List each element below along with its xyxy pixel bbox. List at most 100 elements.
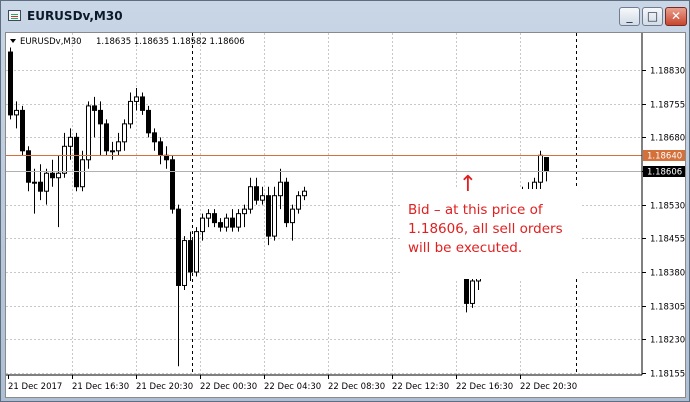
candle-body-up — [122, 123, 127, 143]
maximize-button[interactable]: □ — [642, 7, 663, 26]
candle — [544, 157, 549, 182]
price-tick-label: 1.18755 — [650, 101, 685, 111]
chart-area[interactable]: ↑ Bid – at this price of 1.18606, all se… — [5, 32, 686, 398]
candle — [98, 101, 103, 156]
price-axis — [6, 33, 643, 376]
candle — [152, 128, 157, 151]
candle — [242, 204, 247, 228]
annotation-arrow: ↑ — [459, 172, 477, 197]
candle-body-down — [188, 240, 193, 273]
candle-body-up — [194, 231, 199, 273]
candle — [146, 105, 151, 138]
candle — [8, 47, 13, 120]
candle-body-up — [200, 217, 205, 233]
candle-body-down — [170, 159, 175, 210]
candle-body-down — [20, 109, 25, 152]
candle — [26, 146, 31, 192]
minimize-button[interactable]: _ — [619, 7, 640, 26]
candle-body-up — [56, 172, 61, 179]
candle — [20, 105, 25, 156]
candle-body-up — [80, 159, 85, 188]
chart-header: EURUSDv,M30 1.18635 1.18635 1.18582 1.18… — [10, 37, 245, 47]
candle-body-up — [278, 181, 283, 197]
candle — [188, 231, 193, 281]
candle — [302, 186, 307, 201]
candle-body-up — [260, 195, 265, 201]
candle — [470, 276, 475, 308]
price-tick-label: 1.18455 — [650, 235, 685, 245]
candle-body-up — [290, 208, 295, 224]
candle — [104, 119, 109, 156]
annotation-line-1: Bid – at this price of — [408, 202, 544, 218]
candle — [158, 137, 163, 165]
candle-body-down — [26, 150, 31, 183]
time-tick-label: 21 Dec 20:30 — [136, 382, 193, 392]
candle-body-up — [182, 240, 187, 286]
candle — [206, 209, 211, 228]
annotation-background — [402, 189, 580, 279]
candle-body-up — [248, 186, 253, 210]
candle-body-down — [266, 195, 271, 237]
candle-body-up — [236, 213, 241, 228]
candle-body-up — [110, 150, 115, 153]
candle-body-up — [32, 181, 37, 184]
candle-body-down — [146, 109, 151, 134]
chart-window-icon — [8, 10, 21, 21]
bid-price-label: 1.18606 — [647, 168, 682, 178]
candle-body-up — [302, 190, 307, 197]
candle-body-up — [206, 213, 211, 219]
candle — [68, 128, 73, 160]
candle — [86, 101, 91, 169]
candle — [176, 204, 181, 367]
candle-body-down — [8, 51, 13, 116]
candle-body-down — [74, 136, 79, 188]
candle-body-down — [104, 123, 109, 152]
candle-body-down — [230, 217, 235, 228]
window-title: EURUSDv,M30 — [27, 9, 123, 23]
candle-body-down — [544, 157, 549, 172]
title-bar[interactable]: EURUSDv,M30 _ □ ✕ — [1, 1, 689, 31]
candle-body-down — [92, 105, 97, 111]
candle — [278, 168, 283, 210]
chart-symbol: EURUSDv,M30 — [20, 37, 82, 47]
close-button[interactable]: ✕ — [665, 7, 687, 26]
candle — [44, 168, 49, 205]
candle-body-down — [176, 208, 181, 286]
candle — [254, 177, 259, 205]
annotation-line-2: 1.18606, all sell orders — [408, 221, 563, 237]
price-tick-label: 1.18155 — [650, 370, 685, 380]
price-tick-label: 1.18380 — [650, 269, 685, 279]
candle-body-up — [68, 136, 73, 147]
time-tick-label: 22 Dec 12:30 — [392, 382, 449, 392]
annotation-line-3: will be executed. — [408, 240, 522, 256]
candle — [266, 186, 271, 246]
ask-price-tag — [643, 150, 685, 161]
candle-body-down — [152, 132, 157, 143]
candlestick-chart[interactable]: ↑ Bid – at this price of 1.18606, all se… — [6, 33, 685, 397]
candle-body-up — [296, 195, 301, 210]
price-tick-label: 1.18680 — [650, 134, 685, 144]
candle — [218, 218, 223, 232]
dropdown-triangle-icon[interactable] — [10, 39, 16, 43]
candle — [224, 213, 229, 232]
candle-body-up — [134, 96, 139, 102]
time-tick-label: 21 Dec 16:30 — [72, 382, 129, 392]
candle — [182, 236, 187, 290]
bid-price-tag — [643, 166, 685, 177]
candle — [248, 177, 253, 214]
candle — [56, 155, 61, 228]
candle — [290, 204, 295, 241]
time-tick-label: 22 Dec 04:30 — [264, 382, 321, 392]
price-axis-labels: 1.18830 1.18755 1.18680 1.18606 1.18530 1.184… — [642, 67, 685, 380]
candle-body-down — [50, 172, 55, 179]
time-tick-label: 22 Dec 16:30 — [456, 382, 513, 392]
candle — [32, 168, 37, 214]
time-tick-label: 22 Dec 08:30 — [328, 382, 385, 392]
candle — [164, 146, 169, 169]
time-tick-label: 22 Dec 00:30 — [200, 382, 257, 392]
ask-price-label: 1.18640 — [647, 152, 682, 162]
candle — [170, 155, 175, 214]
candle — [194, 227, 199, 277]
price-tags: 1.18640 1.18606 — [643, 150, 685, 178]
